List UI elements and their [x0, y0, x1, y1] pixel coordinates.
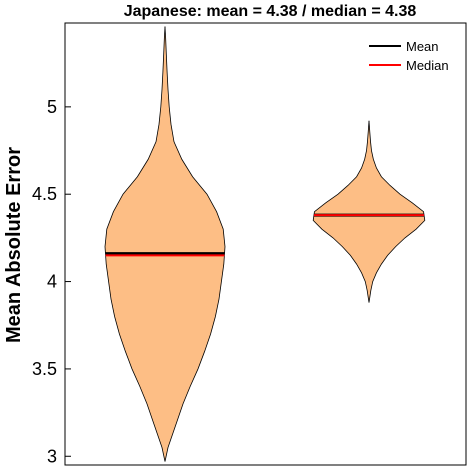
y-tick-label: 4: [47, 272, 57, 292]
legend-box: [365, 34, 463, 76]
plot-frame: [64, 22, 467, 466]
y-axis: 3 3.5 4 4.5 5: [32, 97, 71, 466]
y-tick-label: 5: [47, 97, 57, 117]
chart-title: Japanese: mean = 4.38 / median = 4.38: [124, 3, 417, 20]
violin-body: [312, 120, 426, 303]
violin-1: [104, 26, 226, 462]
violin-body: [104, 26, 226, 462]
y-tick-label: 3.5: [32, 359, 57, 379]
violin-2: [312, 120, 426, 303]
y-axis-label: Mean Absolute Error: [3, 147, 25, 343]
y-tick-label: 4.5: [32, 184, 57, 204]
legend-median-label: Median: [406, 58, 449, 73]
violins: [104, 26, 426, 462]
legend-mean-label: Mean: [406, 39, 439, 54]
legend: Mean Median: [365, 34, 463, 76]
y-tick-label: 3: [47, 446, 57, 466]
